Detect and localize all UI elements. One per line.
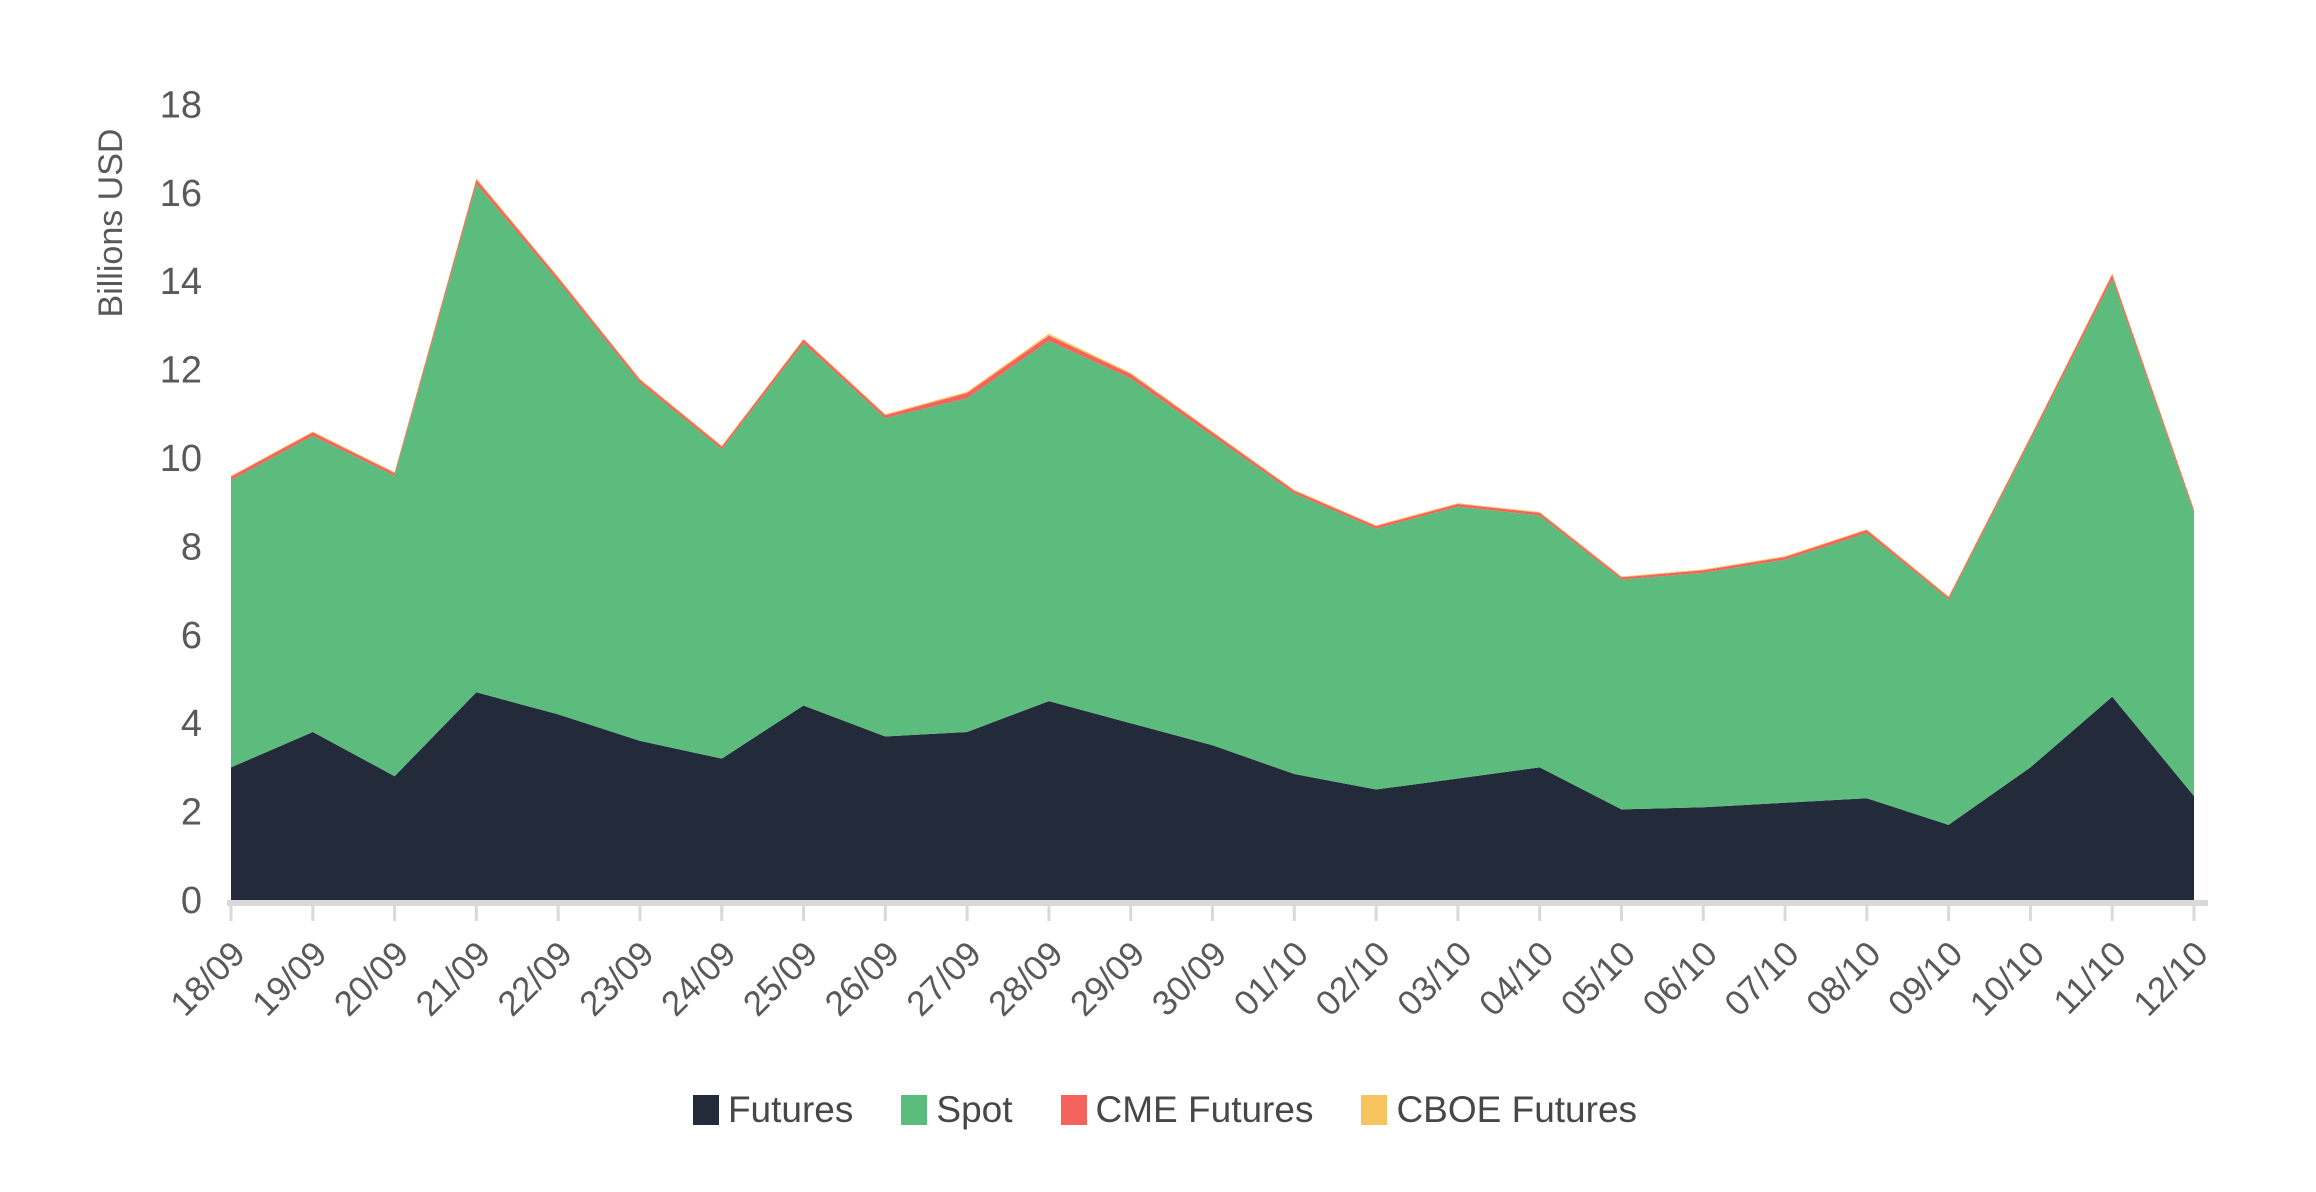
x-tick-label: 22/09 — [490, 934, 580, 1024]
x-tick-label: 09/10 — [1881, 934, 1971, 1024]
area-spot — [231, 184, 2194, 825]
legend-label-spot: Spot — [936, 1089, 1013, 1130]
legend-item-spot: Spot — [901, 1089, 1013, 1131]
x-axis-tick — [1211, 906, 1214, 921]
x-axis-tick — [965, 906, 969, 921]
legend-label-futures: Futures — [727, 1089, 854, 1130]
x-tick-label: 11/10 — [2046, 934, 2134, 1022]
legend-item-cboe-futures: CBOE Futures — [1361, 1089, 1637, 1131]
x-axis-tick — [474, 906, 478, 921]
x-tick-label: 27/09 — [899, 934, 989, 1024]
x-tick-label: 29/09 — [1063, 934, 1153, 1024]
x-axis-tick — [2110, 906, 2114, 921]
x-axis-tick — [1292, 906, 1296, 921]
x-tick-label: 23/09 — [572, 934, 662, 1024]
y-tick-label: 2 — [181, 792, 202, 834]
x-tick-label: 26/09 — [817, 934, 907, 1024]
legend-swatch-cme-futures — [1060, 1095, 1087, 1125]
x-axis-tick — [1374, 906, 1378, 921]
x-axis-tick — [1456, 906, 1460, 921]
y-axis-title: Billions USD — [92, 128, 130, 318]
y-tick-label: 18 — [160, 84, 202, 126]
x-axis-tick — [802, 906, 806, 921]
x-tick-label: 21/09 — [409, 934, 499, 1024]
x-axis-tick — [1865, 906, 1869, 921]
y-tick-label: 0 — [181, 880, 202, 922]
y-tick-label: 12 — [160, 350, 202, 392]
x-axis-tick — [2028, 906, 2032, 921]
x-axis-tick — [393, 906, 397, 921]
x-tick-label: 06/10 — [1635, 934, 1725, 1024]
x-tick-label: 20/09 — [327, 934, 417, 1024]
y-tick-label: 10 — [160, 438, 202, 480]
legend-label-cboe-futures: CBOE Futures — [1396, 1089, 1638, 1130]
x-axis-tick — [1947, 906, 1951, 921]
legend-item-cme-futures: CME Futures — [1060, 1089, 1314, 1131]
x-axis-tick — [1047, 906, 1051, 921]
x-axis-tick — [311, 906, 315, 921]
x-tick-label: 02/10 — [1308, 934, 1398, 1024]
x-tick-label: 07/10 — [1717, 934, 1807, 1024]
x-tick-label: 04/10 — [1472, 934, 1562, 1024]
x-tick-label: 10/10 — [1963, 934, 2053, 1024]
x-axis-tick — [720, 906, 724, 921]
x-tick-label: 30/09 — [1145, 934, 1235, 1024]
x-axis-line — [227, 900, 2208, 906]
x-tick-label: 25/09 — [736, 934, 826, 1024]
x-axis-tick — [2192, 906, 2196, 921]
y-tick-label: 8 — [181, 526, 202, 568]
x-tick-label: 05/10 — [1554, 934, 1644, 1024]
x-axis-tick — [1538, 906, 1542, 921]
x-tick-label: 12/10 — [2126, 934, 2216, 1024]
legend-label-cme-futures: CME Futures — [1095, 1089, 1314, 1130]
x-tick-label: 18/09 — [163, 934, 253, 1024]
y-tick-label: 16 — [160, 173, 202, 215]
x-tick-label: 03/10 — [1390, 934, 1480, 1024]
y-tick-label: 14 — [160, 261, 202, 303]
x-tick-label: 24/09 — [654, 934, 744, 1024]
x-axis-tick — [1783, 906, 1787, 921]
legend-swatch-futures — [692, 1095, 719, 1125]
y-tick-label: 6 — [181, 615, 202, 657]
x-tick-label: 01/10 — [1226, 934, 1316, 1024]
x-axis-tick — [1701, 906, 1705, 921]
x-axis-tick — [638, 906, 642, 921]
legend-item-futures: Futures — [692, 1089, 854, 1131]
legend-swatch-cboe-futures — [1361, 1095, 1388, 1125]
legend-swatch-spot — [901, 1095, 928, 1125]
x-axis-tick — [1129, 906, 1133, 921]
x-tick-label: 19/09 — [245, 934, 335, 1024]
y-tick-label: 4 — [181, 703, 202, 745]
x-axis-tick — [883, 906, 887, 921]
x-axis-tick — [1619, 906, 1623, 921]
legend: Futures Spot CME Futures CBOE Futures — [0, 1084, 2316, 1136]
area-futures — [231, 692, 2194, 900]
x-axis-tick — [229, 906, 233, 921]
x-tick-label: 28/09 — [981, 934, 1071, 1024]
x-axis-tick — [556, 906, 560, 921]
x-tick-label: 08/10 — [1799, 934, 1889, 1024]
